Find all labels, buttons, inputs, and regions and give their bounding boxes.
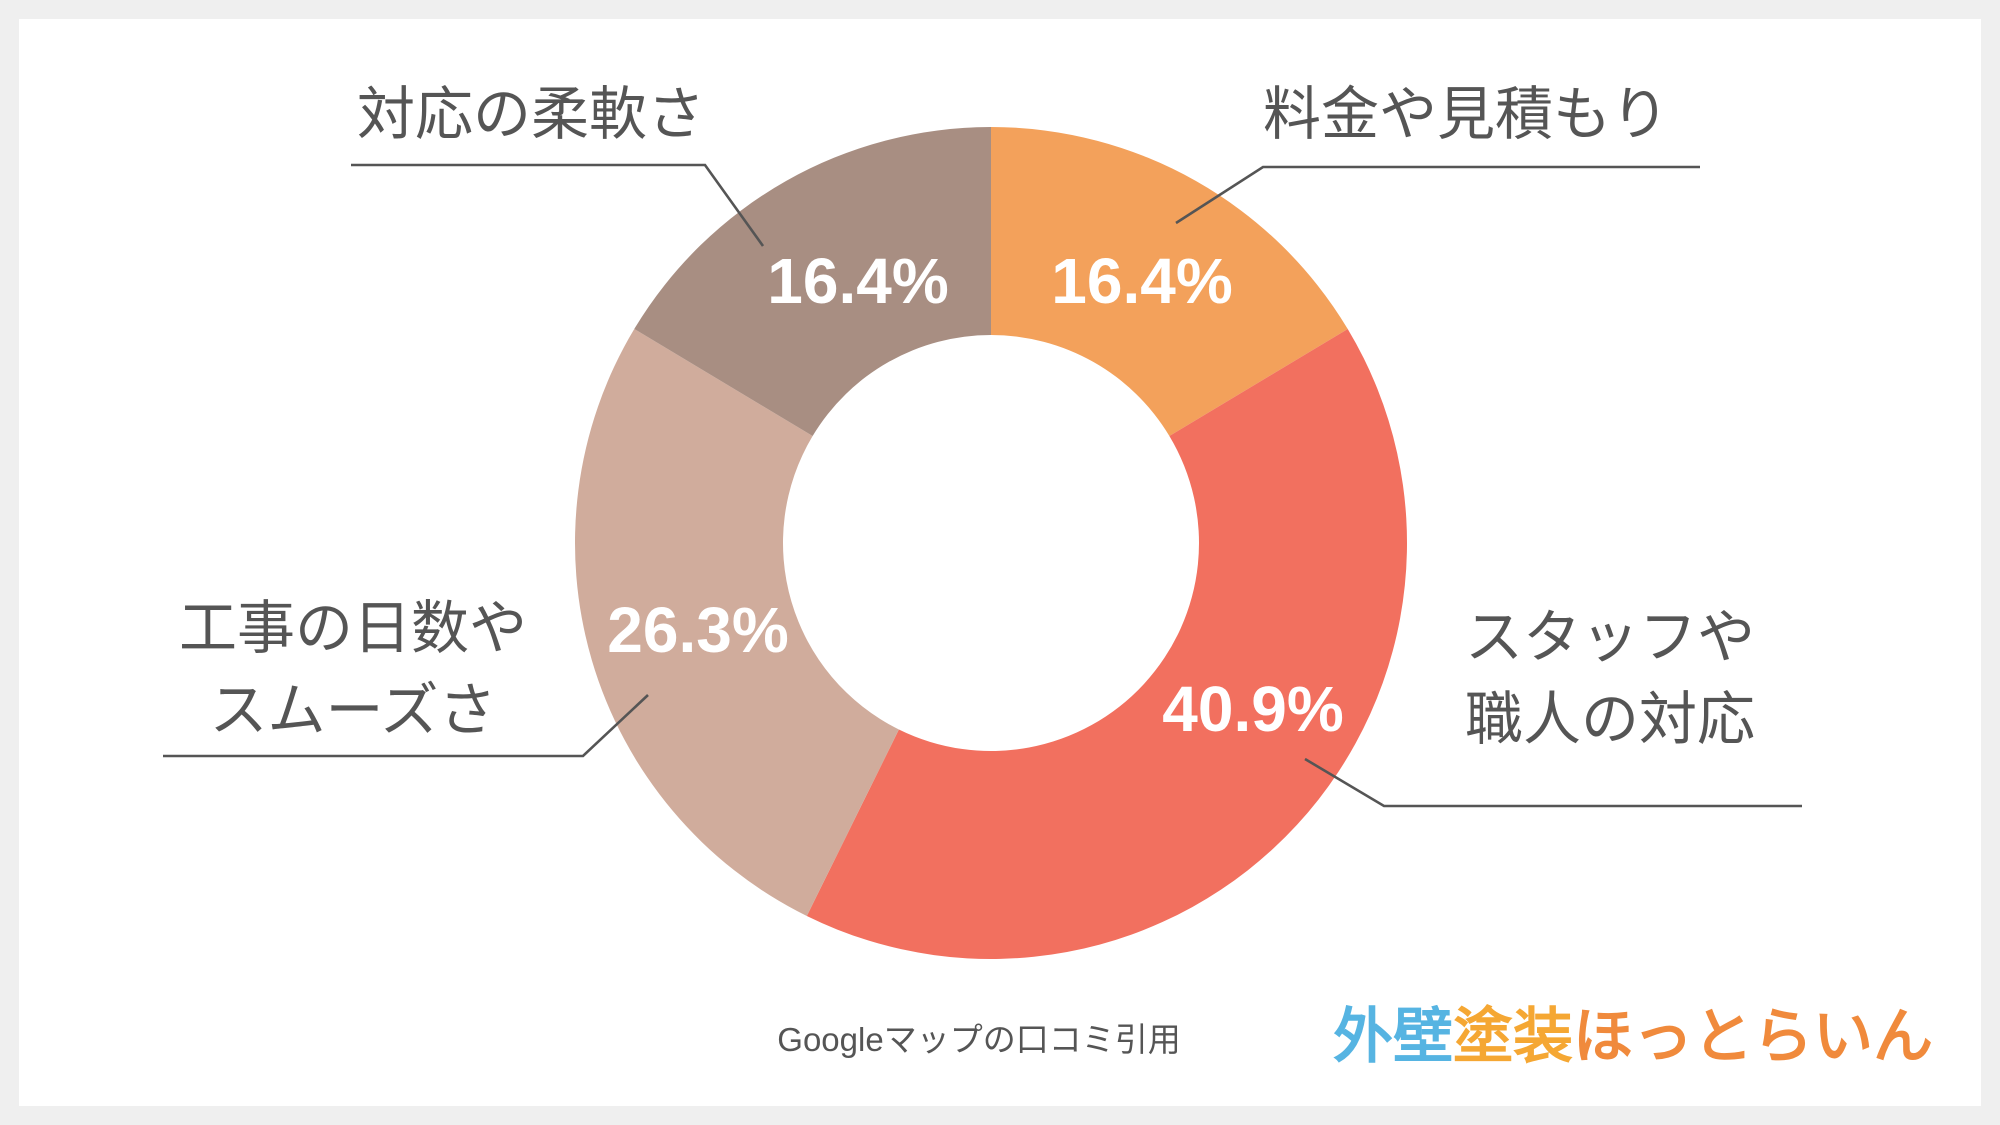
logo-text-part: ほっとらいん bbox=[1573, 1003, 1933, 1070]
category-label-line: 工事の日数や bbox=[178, 596, 527, 661]
leader-line-flexibility bbox=[351, 163, 765, 247]
donut-slice-staff-response bbox=[806, 328, 1407, 959]
value-label-flexibility: 16.4% bbox=[767, 245, 948, 317]
donut-slices bbox=[575, 127, 1407, 959]
source-note: Googleマップの口コミ引用 bbox=[777, 1021, 1181, 1058]
value-label-price-estimate: 16.4% bbox=[1051, 245, 1232, 317]
leader-line-construction-duration bbox=[163, 694, 649, 758]
category-label-line: スタッフや bbox=[1464, 605, 1755, 670]
category-label-line: 対応の柔軟さ bbox=[357, 82, 706, 147]
category-label-line: 職人の対応 bbox=[1464, 687, 1755, 752]
brand-logo: 外壁塗装ほっとらいん bbox=[1333, 1001, 1933, 1073]
category-label-line: 料金や見積もり bbox=[1263, 82, 1670, 147]
leader-line-staff-response bbox=[1304, 757, 1802, 808]
category-label-flexibility: 対応の柔軟さ bbox=[357, 80, 705, 150]
category-label-construction-duration: 工事の日数や スムーズさ bbox=[153, 588, 553, 752]
category-label-staff-response: スタッフや 職人の対応 bbox=[1410, 597, 1810, 761]
donut-slice-price-estimate bbox=[991, 127, 1348, 436]
value-label-staff-response: 40.9% bbox=[1162, 673, 1343, 745]
logo-text-part: 塗装 bbox=[1453, 1003, 1573, 1070]
logo-text-part: 外壁 bbox=[1333, 1003, 1453, 1070]
value-label-construction-duration: 26.3% bbox=[607, 594, 788, 666]
category-label-price-estimate: 料金や見積もり bbox=[1263, 80, 1669, 150]
donut-slice-construction-duration bbox=[575, 328, 899, 917]
leader-line-price-estimate bbox=[1175, 165, 1700, 225]
leader-lines bbox=[163, 163, 1802, 808]
value-labels: 16.4% 40.9% 26.3% 16.4% bbox=[607, 245, 1343, 745]
category-label-line: スムーズさ bbox=[209, 678, 497, 743]
donut-slice-flexibility bbox=[634, 127, 991, 436]
